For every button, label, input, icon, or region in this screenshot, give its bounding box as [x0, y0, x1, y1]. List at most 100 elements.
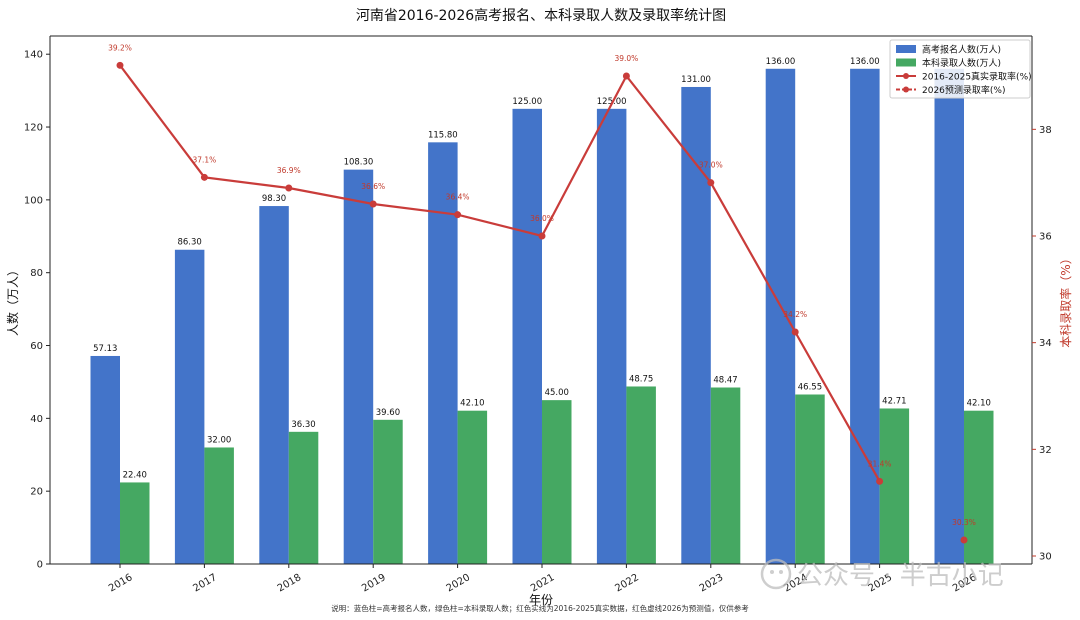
rate-point-actual[interactable] [200, 173, 208, 181]
wechat-icon-eye [770, 570, 774, 574]
x-tick-label: 2021 [529, 572, 557, 594]
rate-label-actual: 39.2% [108, 43, 132, 52]
x-tick-label: 2023 [698, 572, 726, 594]
y-tick-label: 140 [24, 50, 43, 61]
bar-registration[interactable] [681, 86, 711, 564]
bar-label-admission: 48.47 [713, 376, 737, 386]
bar-registration[interactable] [259, 206, 289, 564]
bar-admission[interactable] [710, 387, 741, 564]
y-tick-label: 120 [24, 123, 43, 134]
bar-label-admission: 36.30 [291, 420, 315, 430]
rate-point-actual[interactable] [622, 72, 630, 80]
legend-swatch-marker [903, 73, 909, 79]
y-tick-label: 0 [37, 560, 43, 571]
rate-point-actual[interactable] [285, 184, 293, 192]
x-tick-label: 2019 [360, 572, 388, 594]
x-tick-label: 2020 [445, 572, 473, 594]
y-tick-label: 100 [24, 195, 43, 206]
bar-registration[interactable] [428, 142, 458, 564]
rate-point-actual[interactable] [369, 200, 377, 208]
legend-entry-label: 高考报名人数(万人) [922, 44, 1001, 56]
chart-title: 河南省2016-2026高考报名、本科录取人数及录取率统计图 [356, 7, 726, 24]
bar-admission[interactable] [120, 482, 150, 564]
rate-label-forecast: 30.3% [952, 518, 976, 527]
wechat-icon [760, 558, 792, 590]
bar-label-registration: 115.80 [428, 130, 458, 140]
bar-admission[interactable] [288, 431, 319, 564]
y-tick-label: 20 [30, 487, 43, 498]
bar-admission[interactable] [457, 410, 488, 564]
bar-label-registration: 136.00 [850, 57, 880, 67]
bar-label-registration: 136.00 [766, 57, 796, 67]
legend-entry-label: 本科录取人数(万人) [922, 57, 1001, 69]
chart-caption: 说明：蓝色柱=高考报名人数，绿色柱=本科录取人数；红色实线为2016-2025真… [331, 603, 749, 613]
rate-label-actual: 37.0% [699, 161, 723, 170]
bar-registration[interactable] [765, 68, 796, 565]
y-axis-title: 人数（万人） [5, 264, 20, 336]
bar-label-admission: 48.75 [629, 374, 653, 384]
bar-label-registration: 57.13 [93, 344, 117, 354]
bar-label-admission: 32.00 [207, 435, 231, 445]
legend-swatch-bar [896, 58, 916, 67]
bar-label-registration: 125.00 [512, 97, 542, 107]
legend-box [889, 39, 1031, 99]
rate-point-actual[interactable] [454, 211, 462, 219]
bar-label-admission: 46.55 [798, 382, 822, 392]
bar-admission[interactable] [964, 410, 994, 564]
y2-tick-label: 34 [1039, 338, 1052, 349]
rate-label-actual: 36.4% [446, 193, 470, 202]
bar-label-registration: 86.30 [177, 238, 201, 248]
rate-line-actual[interactable] [119, 64, 881, 482]
legend-entry-label: 2026预测录取率(%) [922, 84, 1005, 96]
rate-label-actual: 31.4% [868, 459, 892, 468]
bar-admission[interactable] [542, 400, 572, 564]
bar-label-admission: 42.71 [882, 396, 906, 406]
x-axis-title: 年份 [529, 593, 553, 607]
bar-admission[interactable] [879, 408, 910, 564]
bar-admission[interactable] [204, 447, 234, 564]
wechat-icon-eye [779, 570, 783, 574]
rate-label-actual: 37.1% [192, 155, 216, 164]
y2-tick-label: 30 [1039, 552, 1052, 563]
bar-label-admission: 22.40 [123, 470, 147, 480]
bar-registration[interactable] [934, 68, 965, 565]
y2-axis-title: 本科录取率（%） [1058, 252, 1073, 347]
bar-registration[interactable] [596, 108, 627, 565]
bar-label-admission: 42.10 [460, 399, 484, 409]
bar-admission[interactable] [373, 419, 403, 564]
y2-tick-label: 32 [1039, 445, 1052, 456]
bar-registration[interactable] [90, 355, 121, 564]
rate-label-actual: 36.0% [530, 214, 554, 223]
bar-label-admission: 42.10 [967, 399, 991, 409]
bar-label-registration: 108.30 [344, 158, 374, 168]
bar-label-registration: 131.00 [681, 75, 711, 85]
rate-point-actual[interactable] [791, 328, 799, 336]
rate-label-actual: 34.2% [783, 310, 807, 319]
bar-label-admission: 45.00 [545, 388, 569, 398]
y2-tick-label: 38 [1039, 125, 1052, 136]
bar-registration[interactable] [850, 68, 880, 565]
bar-registration[interactable] [343, 169, 374, 565]
bar-registration[interactable] [174, 249, 205, 564]
x-tick-label: 2016 [107, 572, 135, 594]
bar-label-registration: 98.30 [262, 194, 286, 204]
rate-point-actual[interactable] [116, 61, 124, 69]
y-tick-label: 80 [30, 268, 43, 279]
x-tick-label: 2018 [276, 572, 304, 594]
x-tick-label: 2017 [191, 572, 219, 594]
bar-registration[interactable] [512, 108, 543, 565]
bar-label-admission: 39.60 [376, 408, 400, 418]
rate-point-actual[interactable] [876, 477, 884, 485]
bar-admission[interactable] [626, 386, 656, 564]
rate-point-actual[interactable] [707, 179, 715, 187]
x-tick-label: 2022 [613, 572, 641, 594]
legend-swatch-marker [903, 86, 909, 93]
rate-point-forecast[interactable] [960, 536, 968, 544]
y2-tick-label: 36 [1039, 232, 1052, 243]
rate-label-actual: 36.6% [361, 182, 385, 191]
rate-point-actual[interactable] [538, 232, 546, 240]
y-tick-label: 40 [30, 414, 43, 425]
bar-admission[interactable] [795, 394, 825, 564]
